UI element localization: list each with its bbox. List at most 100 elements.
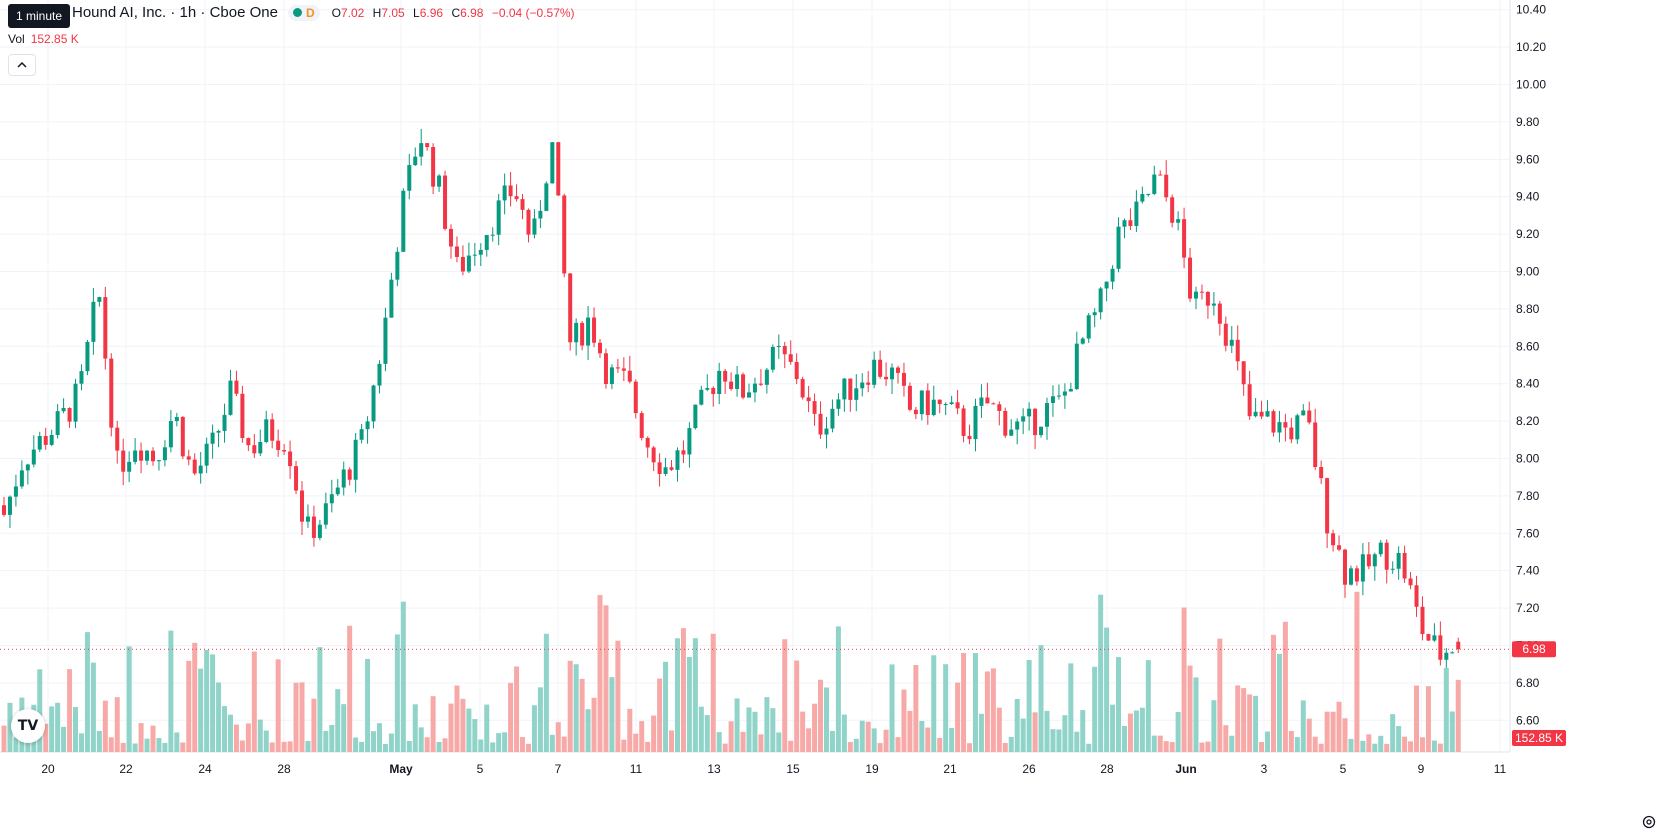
candle (431, 147, 436, 187)
candle (1110, 268, 1115, 282)
candle (979, 397, 984, 406)
settings-gear-icon[interactable] (1640, 813, 1658, 831)
candle (1319, 467, 1324, 479)
volume-bar (1205, 741, 1211, 752)
candle (514, 196, 519, 200)
volume-bar (1449, 711, 1455, 752)
volume-bar (347, 625, 353, 752)
candle (544, 183, 549, 211)
y-tick-label: 7.80 (1516, 489, 1540, 503)
volume-bar (472, 719, 478, 752)
volume-bar (925, 727, 931, 752)
volume-bar (269, 742, 275, 752)
volume-bar (1312, 736, 1318, 752)
volume-bar (788, 740, 794, 752)
candle (365, 421, 370, 430)
candle (496, 200, 501, 235)
low-label: L (413, 5, 420, 20)
volume-bar (1181, 607, 1187, 752)
tradingview-logo-icon[interactable]: TV (11, 709, 45, 743)
candle (305, 516, 310, 522)
volume-legend: Vol 152.85 K (8, 32, 79, 46)
volume-bar (1056, 729, 1062, 752)
y-tick-label: 9.40 (1516, 190, 1540, 204)
volume-bar (1229, 735, 1235, 752)
candle (1247, 384, 1252, 417)
candle (1164, 174, 1169, 198)
volume-bar (1324, 711, 1330, 752)
volume-bar (138, 723, 144, 752)
candle (1217, 303, 1222, 324)
candle (234, 380, 239, 394)
volume-bar (1270, 634, 1276, 752)
volume-badge: 152.85 K (1515, 731, 1563, 745)
volume-bar (1235, 685, 1241, 752)
volume-bar (245, 723, 251, 752)
candle (97, 297, 102, 302)
candle (454, 246, 459, 257)
candle (901, 372, 906, 386)
volume-bar (251, 651, 257, 752)
volume-bar (1157, 735, 1163, 752)
volume-bar (311, 698, 317, 752)
volume-bar (365, 658, 371, 752)
volume-bar (722, 743, 728, 752)
volume-bar (1038, 645, 1044, 752)
volume-bar (1276, 653, 1282, 752)
symbol-name[interactable]: Hound AI, Inc. · 1h · Cboe One (72, 4, 278, 21)
y-tick-label: 8.60 (1516, 339, 1540, 353)
volume-bar (585, 709, 591, 752)
collapse-legend-button[interactable] (8, 54, 36, 76)
candle (258, 442, 263, 454)
candle (1354, 568, 1359, 582)
candle (311, 516, 316, 538)
market-open-dot-icon (292, 8, 302, 17)
volume-bar (454, 685, 460, 752)
candle (955, 402, 960, 409)
volume-bar (734, 698, 740, 752)
volume-bar (1026, 660, 1032, 752)
candle (37, 435, 42, 450)
volume-bar (1139, 707, 1145, 752)
candle (264, 419, 269, 443)
candle (180, 416, 185, 457)
volume-bar (67, 669, 73, 752)
candle (1277, 422, 1282, 433)
candle (592, 317, 597, 343)
volume-bar (1193, 677, 1199, 752)
volume-bar (543, 633, 549, 752)
volume-bar (198, 668, 204, 752)
volume-bar (978, 713, 984, 752)
volume-bar (1080, 710, 1086, 752)
volume-bar (883, 729, 889, 752)
candle (335, 487, 340, 495)
market-status[interactable]: D (287, 4, 320, 21)
volume-bar (716, 732, 722, 752)
candle (526, 209, 531, 235)
volume-bar (1098, 594, 1104, 752)
volume-bar (645, 741, 651, 752)
interval-tooltip: 1 minute (8, 4, 71, 28)
candle (490, 234, 495, 236)
volume-bar (633, 733, 639, 752)
volume-bar (204, 649, 210, 752)
candle (162, 447, 167, 461)
volume-bar (1175, 711, 1181, 752)
volume-bar (102, 700, 108, 752)
volume-bar (692, 638, 698, 752)
candle (931, 399, 936, 416)
candle (556, 142, 561, 196)
volume-bar (460, 698, 466, 752)
candle (198, 465, 203, 474)
volume-bar (1330, 711, 1336, 752)
ohlc-values: O7.02 H7.05 L6.96 C6.98 −0.04 (−0.57%) (332, 6, 580, 20)
candle (145, 450, 150, 461)
candle (1414, 585, 1419, 607)
open-label: O (331, 5, 341, 20)
chevron-up-icon (17, 61, 27, 68)
volume-bar (764, 697, 770, 752)
open-value: 7.02 (340, 5, 365, 20)
x-tick-label: 9 (1418, 762, 1425, 776)
volume-bar (502, 732, 508, 752)
